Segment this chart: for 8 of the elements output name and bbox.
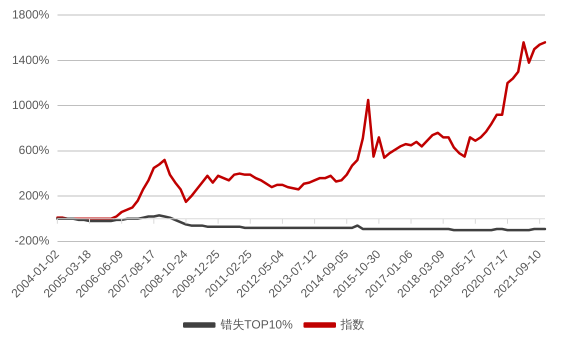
y-tick-label: 200% — [18, 188, 50, 202]
y-tick-label: 1000% — [12, 98, 50, 112]
y-tick-label: 1800% — [12, 8, 50, 22]
y-tick-label: 1400% — [12, 52, 50, 67]
legend-label: 指数 — [340, 317, 365, 332]
y-tick-label: -200% — [14, 234, 50, 248]
legend-label: 错失TOP10% — [219, 317, 294, 332]
y-tick-label: 600% — [18, 143, 50, 158]
